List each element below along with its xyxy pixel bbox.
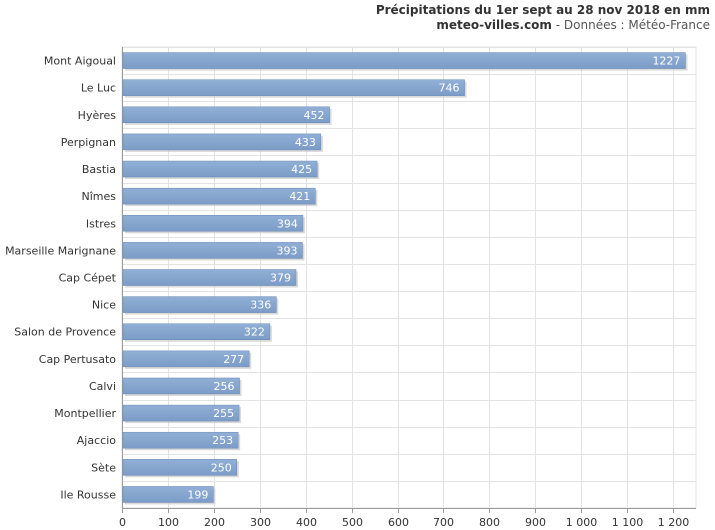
bar-value-label: 421 [289,190,310,203]
category-label: Cap Pertusato [39,353,117,366]
bars-layer [122,52,688,505]
bar-value-label: 433 [295,136,316,149]
x-tick-label: 500 [342,516,363,529]
bar-value-label: 256 [214,380,235,393]
category-label: Ajaccio [77,434,116,447]
bar-value-label: 393 [276,244,297,257]
x-tick-label: 400 [296,516,317,529]
chart-source-site: meteo-villes.com [436,18,552,32]
bar [122,79,465,96]
bar-value-label: 425 [291,163,312,176]
x-tick-label: 1 000 [566,516,598,529]
bar [122,459,238,476]
bar [122,106,330,124]
category-label: Hyères [78,109,117,122]
bar [122,52,686,69]
bar-value-label: 1227 [652,55,680,68]
bar [122,323,271,340]
category-label: Salon de Provence [14,326,116,339]
category-label: Mont Aigoual [44,55,116,68]
bar [122,350,250,368]
bar-value-label: 452 [304,109,325,122]
category-label: Marseille Marignane [5,244,116,257]
x-tick-label: 1 100 [612,516,644,529]
bar [122,404,240,422]
bar [122,486,214,503]
bar-value-label: 250 [211,461,232,474]
x-tick-label: 200 [204,516,225,529]
bar-value-label: 277 [223,353,244,366]
x-tick-label: 600 [388,516,409,529]
bar-value-label: 199 [187,488,208,501]
chart-subtitle: meteo-villes.com - Données : Météo-Franc… [376,18,710,33]
bar-value-label: 255 [213,407,234,420]
chart-source-credit: - Données : Météo-France [551,18,710,32]
x-tick-label: 900 [525,516,546,529]
chart-header: Précipitations du 1er sept au 28 nov 201… [376,3,710,33]
category-label: Perpignan [61,136,116,149]
bar [122,215,304,232]
labels-layer: 0 100 200 300 400 500 600 700 800 900 1 000 1 100 1 … [5,55,689,529]
bar-value-label: 394 [277,217,298,230]
bar-value-label: 336 [250,299,271,312]
category-label: Nîmes [82,190,117,203]
bar [122,269,297,286]
bar-value-label: 379 [270,272,291,285]
bar [122,187,316,205]
x-tick-label: 300 [250,516,271,529]
bar-value-label: 746 [439,82,460,95]
chart-title: Précipitations du 1er sept au 28 nov 201… [375,3,710,17]
bar-value-label: 322 [244,326,265,339]
category-label: Calvi [89,380,116,393]
bar [122,431,239,449]
x-tick-label: 0 [119,516,126,529]
bar [122,242,303,259]
bar-value-label: 253 [212,434,233,447]
x-tick-label: 700 [433,516,454,529]
category-label: Nice [92,299,116,312]
category-label: Bastia [82,163,116,176]
bar [122,133,322,151]
category-label: Montpellier [54,407,116,420]
category-label: Istres [86,217,116,230]
category-label: Cap Cépet [59,272,117,285]
category-label: Ile Rousse [60,488,116,501]
x-tick-label: 1 200 [658,516,690,529]
category-label: Sète [91,461,116,474]
x-tick-label: 800 [479,516,500,529]
x-tick-label: 100 [158,516,179,529]
bar [122,377,240,395]
bar [122,160,318,178]
bar [122,296,277,313]
category-label: Le Luc [81,82,116,95]
